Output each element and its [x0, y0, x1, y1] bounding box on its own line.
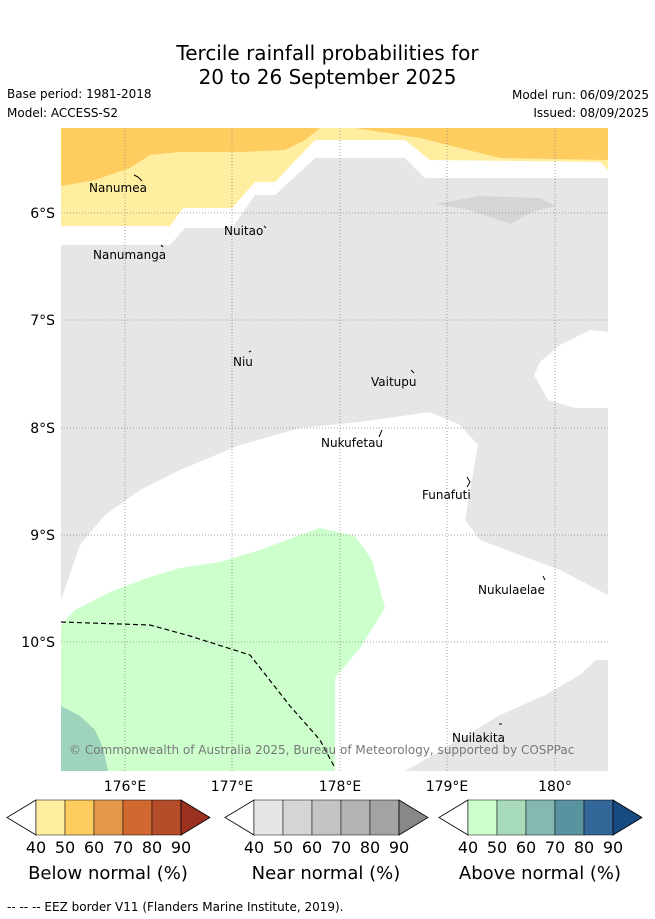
- lat-label-7s: 7°S: [30, 313, 55, 329]
- colorbar-above-tick-label: 60: [516, 838, 536, 857]
- model-run: Model run: 06/09/2025: [511, 88, 649, 102]
- place-label-funafuti: Funafuti: [422, 488, 471, 502]
- colorbar-near-high-extend: [398, 799, 429, 836]
- white-patch-east: [534, 330, 608, 408]
- colorbar-near-segment: [253, 799, 284, 836]
- colorbar-below-segment: [64, 799, 95, 836]
- lat-label-10s: 10°S: [21, 635, 55, 651]
- colorbar-below-tick-label: 60: [84, 838, 104, 857]
- place-label-nukufetau: Nukufetau: [321, 436, 383, 450]
- eez-border-line: [61, 621, 336, 769]
- colorbar-above-low-extend: [438, 799, 469, 836]
- colorbar-below-low-extend: [6, 799, 37, 836]
- map-title-line2: 20 to 26 September 2025: [198, 65, 457, 89]
- island-shapes: [133, 174, 546, 725]
- colorbar-title-below: Below normal (%): [28, 863, 188, 884]
- colorbar-below-tick-label: 50: [55, 838, 75, 857]
- colorbar-below-tick-label: 40: [26, 838, 46, 857]
- lat-label-8s: 8°S: [30, 421, 55, 437]
- colorbar-below-tick-label: 90: [171, 838, 191, 857]
- place-label-nuilakita: Nuilakita: [452, 731, 505, 745]
- place-label-niu: Niu: [233, 355, 253, 369]
- below-normal-50-region-east: [355, 128, 608, 160]
- place-label-nanumea: Nanumea: [89, 181, 147, 195]
- near-normal-50-patch: [435, 196, 556, 224]
- colorbar-below-segment: [122, 799, 153, 836]
- colorbar-legend: 40 50 60 70 80 90 40 50 60 70 80 90 40 50 60 70 80 90: [6, 799, 643, 857]
- white-band-north: [61, 140, 608, 245]
- lon-label-179e: 179°E: [426, 779, 469, 795]
- colorbar-above-segment: [554, 799, 585, 836]
- near-normal-region-south: [405, 660, 608, 771]
- colorbar-above-segment: [467, 799, 498, 836]
- colorbar-near-tick-label: 40: [244, 838, 264, 857]
- colorbar-title-above: Above normal (%): [458, 863, 622, 884]
- colorbar-below-segment: [35, 799, 66, 836]
- copyright-notice: © Commonwealth of Australia 2025, Bureau…: [69, 743, 574, 757]
- colorbar-near-segment: [282, 799, 313, 836]
- colorbar-near-tick-label: 70: [331, 838, 351, 857]
- eez-footer-note: -- -- -- EEZ border V11 (Flanders Marine…: [7, 900, 344, 914]
- lon-label-180: 180°: [538, 779, 572, 795]
- place-label-nukulaelae: Nukulaelae: [478, 583, 545, 597]
- colorbar-above-high-extend: [612, 799, 643, 836]
- colorbar-below-segment: [151, 799, 182, 836]
- colorbar-above-tick-label: 80: [574, 838, 594, 857]
- colorbar-near-tick-label: 90: [389, 838, 409, 857]
- colorbar-near-segment: [369, 799, 400, 836]
- above-normal-40-region: [61, 528, 385, 771]
- colorbar-near-tick-label: 80: [360, 838, 380, 857]
- colorbar-below-segment: [93, 799, 124, 836]
- place-label-nuitao: Nuitao: [224, 224, 263, 238]
- colorbar-title-near: Near normal (%): [251, 863, 401, 884]
- colorbar-above-tick-label: 90: [603, 838, 623, 857]
- colorbar-near-tick-label: 50: [273, 838, 293, 857]
- issued-date: Issued: 08/09/2025: [533, 106, 649, 120]
- colorbar-below-tick-label: 80: [142, 838, 162, 857]
- colorbar-above-tick-label: 40: [458, 838, 478, 857]
- graticule: [61, 128, 608, 771]
- colorbar-below-tick-label: 70: [113, 838, 133, 857]
- place-label-nanumanga: Nanumanga: [93, 248, 166, 262]
- lon-label-177e: 177°E: [211, 779, 254, 795]
- lat-label-9s: 9°S: [30, 528, 55, 544]
- colorbar-near-tick-label: 60: [302, 838, 322, 857]
- colorbar-below-high-extend: [180, 799, 211, 836]
- above-normal-50-region: [61, 706, 108, 771]
- lat-label-6s: 6°S: [30, 206, 55, 222]
- colorbar-above-tick-label: 50: [487, 838, 507, 857]
- lon-label-178e: 178°E: [319, 779, 362, 795]
- near-normal-region: [61, 158, 608, 600]
- colorbar-above-segment: [496, 799, 527, 836]
- colorbar-near-segment: [311, 799, 342, 836]
- map-area: [61, 128, 608, 771]
- place-label-vaitupu: Vaitupu: [371, 375, 417, 389]
- base-period: Base period: 1981-2018: [7, 87, 152, 101]
- colorbar-above-segment: [525, 799, 556, 836]
- colorbar-above-tick-label: 70: [545, 838, 565, 857]
- map-title-line1: Tercile rainfall probabilities for: [176, 41, 479, 65]
- below-normal-50-region: [61, 128, 320, 186]
- colorbar-above-segment: [583, 799, 614, 836]
- lon-label-176e: 176°E: [104, 779, 147, 795]
- colorbar-near-segment: [340, 799, 371, 836]
- model-name: Model: ACCESS-S2: [7, 106, 119, 120]
- colorbar-near-low-extend: [224, 799, 255, 836]
